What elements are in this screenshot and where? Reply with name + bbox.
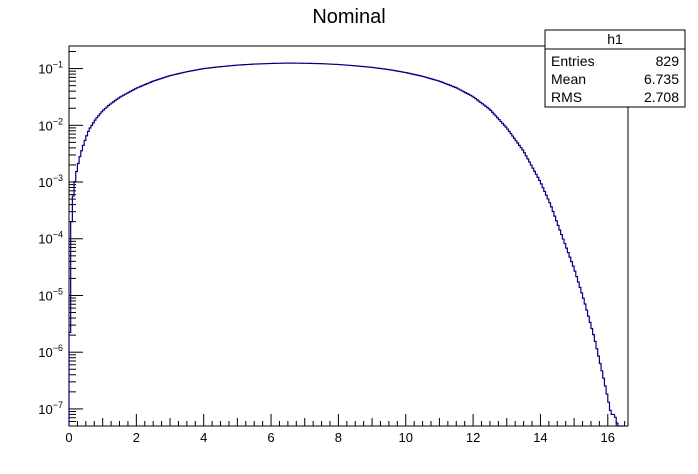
stats-rms-label: RMS	[551, 89, 582, 105]
y-tick-exponent: −2	[53, 116, 63, 126]
x-tick-label: 0	[65, 430, 72, 445]
x-tick-label: 2	[133, 430, 140, 445]
y-tick-base: 10	[38, 288, 52, 303]
x-tick-label: 10	[399, 430, 413, 445]
y-tick-label: 10−1	[38, 60, 63, 77]
y-tick-base: 10	[38, 175, 52, 190]
y-tick-exponent: −5	[53, 286, 63, 296]
stats-entries-label: Entries	[551, 53, 595, 69]
y-tick-label: 10−5	[38, 286, 63, 303]
y-tick-exponent: −3	[53, 173, 63, 183]
stats-mean-value: 6.735	[644, 71, 679, 87]
x-axis: 0 2 4 6 8 10 12 14 16	[65, 414, 626, 445]
x-tick-label: 4	[200, 430, 207, 445]
y-axis: 10−710−610−510−410−310−210−1	[38, 50, 83, 427]
y-tick-base: 10	[38, 62, 52, 77]
x-tick-label: 16	[601, 430, 615, 445]
chart-title: Nominal	[312, 6, 385, 28]
y-tick-exponent: −1	[53, 60, 63, 70]
y-tick-label: 10−6	[38, 343, 63, 360]
y-tick-base: 10	[38, 345, 52, 360]
stats-box-title: h1	[607, 31, 623, 47]
histogram-line	[68, 62, 625, 427]
y-tick-label: 10−3	[38, 173, 63, 190]
x-tick-label: 8	[335, 430, 342, 445]
y-tick-label: 10−7	[38, 400, 63, 417]
stats-mean-label: Mean	[551, 71, 586, 87]
y-tick-base: 10	[38, 232, 52, 247]
y-tick-base: 10	[38, 118, 52, 133]
y-tick-base: 10	[38, 402, 52, 417]
stats-entries-value: 829	[656, 53, 680, 69]
x-tick-label: 6	[267, 430, 274, 445]
y-tick-exponent: −4	[53, 230, 63, 240]
y-tick-exponent: −6	[53, 343, 63, 353]
y-tick-label: 10−4	[38, 230, 63, 247]
stats-box: h1 Entries 829 Mean 6.735 RMS 2.708	[544, 29, 686, 108]
stats-rms-value: 2.708	[644, 89, 679, 105]
y-tick-exponent: −7	[53, 400, 63, 410]
plot-frame	[68, 45, 629, 427]
x-tick-label: 14	[533, 430, 547, 445]
y-tick-label: 10−2	[38, 116, 63, 133]
stats-box-frame	[544, 29, 686, 108]
x-tick-label: 12	[466, 430, 480, 445]
